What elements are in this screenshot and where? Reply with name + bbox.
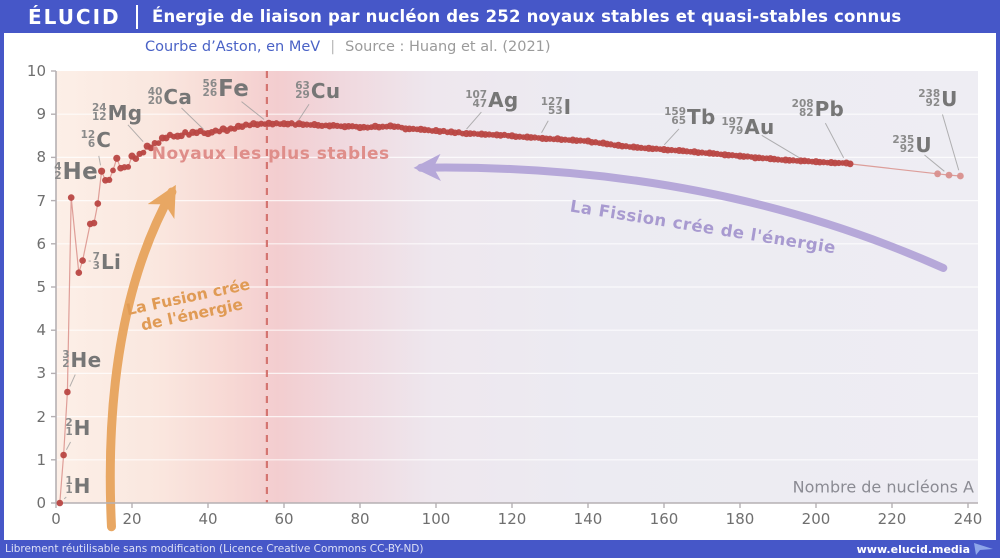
y-tick-label: 9 (36, 105, 46, 124)
x-tick-label: 20 (122, 510, 142, 528)
x-tick-label: 160 (649, 510, 679, 528)
x-tick-label: 200 (801, 510, 831, 528)
frame-border-left (0, 33, 4, 540)
y-tick-label: 1 (36, 450, 46, 469)
subtitle-chart-name: Courbe d’Aston, en MeV (145, 38, 321, 55)
chart-subtitle: Courbe d’Aston, en MeV | Source : Huang … (0, 33, 1000, 60)
x-tick-label: 180 (725, 510, 755, 528)
y-tick-label: 5 (36, 278, 46, 296)
license-text: Librement réutilisable sans modification… (5, 543, 424, 555)
x-tick-label: 240 (953, 510, 983, 528)
y-tick-label: 2 (36, 407, 46, 426)
x-tick-label: 100 (421, 510, 451, 528)
x-tick-label: 120 (497, 510, 527, 528)
plot-background (56, 71, 978, 503)
x-tick-label: 220 (877, 510, 907, 528)
footer-bar: Librement réutilisable sans modification… (0, 540, 1000, 558)
y-tick-label: 3 (36, 364, 46, 383)
y-tick-label: 6 (36, 234, 46, 253)
x-tick-label: 140 (573, 510, 603, 528)
y-tick-label: 0 (36, 494, 46, 512)
frame-border-right (996, 33, 1000, 540)
page-title: Énergie de liaison par nucléon des 252 n… (152, 7, 902, 26)
x-tick-label: 40 (198, 510, 218, 528)
x-tick-label: 0 (51, 510, 61, 528)
header-divider (136, 4, 138, 29)
subtitle-separator: | (330, 38, 336, 55)
website-link[interactable]: www.elucid.media (856, 542, 970, 556)
x-tick-label: 80 (350, 510, 370, 528)
header-bar: ÉLUCID Énergie de liaison par nucléon de… (0, 0, 1000, 33)
y-tick-label: 10 (26, 62, 46, 80)
y-tick-label: 7 (36, 191, 46, 210)
y-tick-label: 8 (36, 148, 46, 167)
send-arrow-icon (974, 543, 993, 555)
x-tick-label: 60 (274, 510, 294, 528)
elucid-logo: ÉLUCID (28, 4, 121, 29)
y-tick-label: 4 (36, 321, 46, 340)
subtitle-source: Source : Huang et al. (2021) (345, 38, 551, 55)
